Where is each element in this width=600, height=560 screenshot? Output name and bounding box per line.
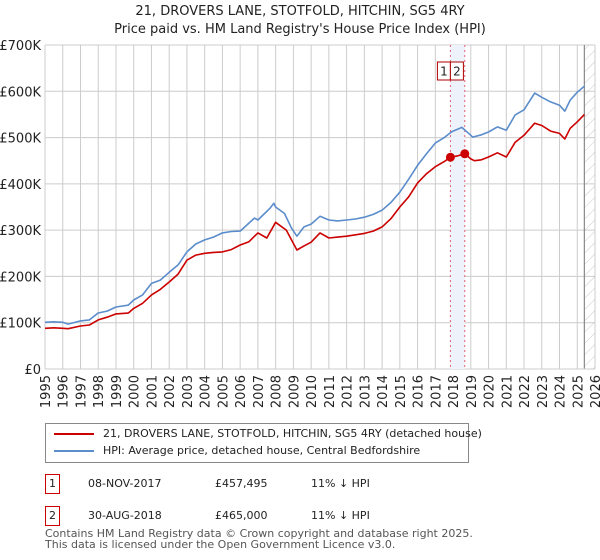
legend-swatch-hpi: [54, 450, 94, 452]
sale-price: £465,000: [215, 509, 268, 522]
x-tick-label: 1995: [39, 375, 54, 408]
x-tick-label: 2010: [305, 375, 320, 408]
future-hatch: [584, 45, 595, 369]
footer-licence: This data is licensed under the Open Gov…: [45, 538, 396, 551]
x-tick-label: 2012: [341, 375, 356, 408]
sale-price: £457,495: [215, 477, 268, 490]
x-tick-label: 2026: [589, 375, 600, 408]
x-tick-label: 2002: [163, 375, 178, 408]
sale-date: 08-NOV-2017: [88, 477, 162, 490]
y-tick-label: £400K: [0, 178, 41, 193]
x-tick-label: 1998: [92, 375, 107, 408]
x-tick-label: 2017: [429, 375, 444, 408]
sale-label-box: 2: [449, 61, 464, 81]
x-tick-label: 1999: [110, 375, 125, 408]
sale-badge: 2: [45, 506, 60, 526]
x-tick-label: 2020: [483, 375, 498, 408]
x-tick-label: 2003: [181, 375, 196, 408]
legend-label: 21, DROVERS LANE, STOTFOLD, HITCHIN, SG5…: [103, 427, 482, 440]
x-tick-label: 2014: [376, 375, 391, 408]
x-tick-label: 2022: [518, 375, 533, 408]
legend-swatch-property: [54, 433, 94, 435]
x-tick-label: 2023: [536, 375, 551, 408]
sale-date: 30-AUG-2018: [88, 509, 162, 522]
sale-label-box: 1: [436, 61, 451, 81]
y-tick-label: £100K: [0, 317, 41, 332]
x-tick-label: 2016: [412, 375, 427, 408]
x-tick-label: 2005: [216, 375, 231, 408]
y-tick-label: £700K: [0, 39, 41, 54]
x-tick-label: 2004: [199, 375, 214, 408]
x-tick-label: 2013: [358, 375, 373, 408]
chart-title: 21, DROVERS LANE, STOTFOLD, HITCHIN, SG5…: [135, 4, 465, 19]
x-tick-label: 2009: [287, 375, 302, 408]
x-tick-label: 2001: [145, 375, 160, 408]
series: [44, 85, 585, 330]
grid: [44, 44, 596, 370]
chart-subtitle: Price paid vs. HM Land Registry's House …: [114, 22, 486, 37]
sale-bands: [449, 45, 466, 369]
x-tick-label: 2000: [128, 375, 143, 408]
sale-marker: [460, 149, 470, 159]
sale-badge: 1: [45, 474, 60, 494]
sale-marker: [445, 152, 455, 162]
legend-label: HPI: Average price, detached house, Cent…: [103, 444, 421, 457]
sale-label-frame: [449, 61, 464, 81]
y-tick-label: £0: [24, 363, 41, 378]
x-tick-label: 2006: [234, 375, 249, 408]
y-tick-label: £300K: [0, 224, 41, 239]
series-line-property: [44, 113, 585, 330]
footer: Contains HM Land Registry data © Crown c…: [45, 528, 473, 550]
legend: 21, DROVERS LANE, STOTFOLD, HITCHIN, SG5…: [45, 423, 482, 463]
series-line-hpi: [44, 85, 585, 325]
x-axis: 1995 1996 1997 1998 1999 2000 2001 2002 2003 2004…: [39, 375, 600, 408]
x-tick-label: 2025: [571, 375, 586, 408]
sale-label-number: 2: [453, 65, 461, 79]
y-tick-label: £500K: [0, 132, 41, 147]
x-tick-label: 2021: [500, 375, 515, 408]
sale-hpi-delta: 11% ↓ HPI: [311, 509, 370, 522]
sale-label-number: 1: [440, 65, 448, 79]
plot-area: [45, 45, 595, 369]
x-tick-label: 1996: [57, 375, 72, 408]
x-tick-label: 2019: [465, 375, 480, 408]
sale-hpi-delta: 11% ↓ HPI: [311, 477, 370, 490]
y-tick-label: £200K: [0, 270, 41, 285]
x-tick-label: 2015: [394, 375, 409, 408]
x-tick-label: 2011: [323, 375, 338, 408]
y-tick-label: £600K: [0, 85, 41, 100]
x-tick-label: 2007: [252, 375, 267, 408]
x-tick-label: 1997: [74, 375, 89, 408]
x-tick-label: 2018: [447, 375, 462, 408]
y-axis: £0 £100K £200K £300K £400K £500K £600K £700K: [0, 39, 41, 378]
x-tick-label: 2008: [270, 375, 285, 408]
sale-period-band: [450, 45, 465, 369]
footer-copyright: Contains HM Land Registry data © Crown c…: [45, 527, 473, 540]
x-tick-label: 2024: [554, 375, 569, 408]
